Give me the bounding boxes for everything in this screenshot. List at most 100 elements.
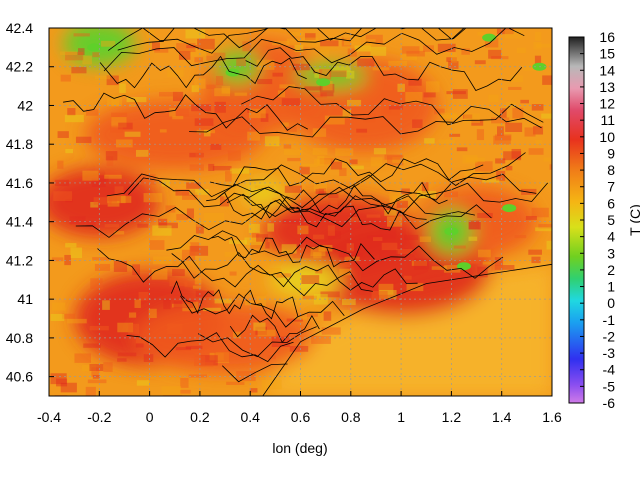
terrain-patch (531, 207, 549, 218)
terrain-patch (236, 371, 256, 382)
terrain-patch (91, 178, 106, 187)
terrain-patch (419, 236, 432, 243)
terrain-patch (176, 214, 188, 221)
terrain-patch (301, 275, 320, 285)
terrain-patch (493, 135, 511, 145)
terrain-patch (208, 163, 215, 171)
terrain-patch (339, 268, 352, 276)
terrain-patch (169, 277, 188, 287)
terrain-patch (234, 92, 248, 96)
terrain-patch (103, 362, 113, 372)
terrain-patch (83, 343, 101, 348)
terrain-patch (89, 364, 104, 372)
terrain-patch (292, 247, 311, 259)
terrain-patch (304, 33, 316, 40)
x-tick-label: 0.4 (240, 409, 260, 425)
x-tick-label: 1.6 (542, 409, 562, 425)
colorbar-tick-label: 11 (600, 112, 615, 128)
terrain-patch (227, 150, 241, 161)
terrain-patch (512, 107, 524, 119)
terrain-patch (255, 326, 267, 335)
terrain-patch (319, 83, 335, 93)
terrain-patch (283, 149, 303, 156)
y-tick-label: 41.6 (6, 175, 33, 191)
x-tick-label: 1.4 (492, 409, 512, 425)
terrain-patch (117, 352, 137, 357)
terrain-patch (383, 105, 392, 114)
terrain-patch (64, 114, 84, 123)
terrain-patch (322, 81, 333, 91)
terrain-patch (185, 29, 206, 39)
terrain-patch (508, 86, 522, 90)
terrain-patch (229, 168, 250, 174)
terrain-patch (226, 381, 245, 385)
terrain-patch (102, 300, 110, 310)
terrain-patch (500, 108, 507, 118)
terrain-patch (511, 148, 522, 159)
x-tick-label: 1.2 (442, 409, 462, 425)
terrain-patch (190, 242, 200, 252)
terrain-patch (379, 230, 397, 239)
contour-line (171, 251, 418, 291)
terrain-patch (340, 309, 350, 320)
terrain-patch (82, 55, 92, 65)
terrain-patch (202, 307, 221, 312)
green-spot (482, 33, 497, 42)
terrain-patch (503, 151, 522, 161)
terrain-patch (520, 99, 529, 104)
terrain-patch (392, 157, 407, 163)
terrain-patch (50, 373, 67, 385)
terrain-patch (244, 237, 262, 246)
terrain-patch (315, 189, 325, 195)
contour-line (245, 47, 523, 91)
terrain-patch (120, 196, 132, 203)
terrain-patch (494, 134, 512, 141)
terrain-patch (504, 29, 523, 39)
terrain-patch (65, 199, 73, 203)
terrain-patch (408, 78, 422, 86)
terrain-patch (93, 197, 112, 205)
terrain-patch (478, 249, 491, 258)
terrain-patch (114, 231, 125, 235)
terrain-patch (264, 136, 280, 147)
colorbar-tick-label: -3 (603, 345, 616, 361)
terrain-patch (189, 245, 209, 256)
terrain-patch (67, 318, 87, 324)
terrain-patch (117, 322, 134, 333)
contour-line (97, 248, 373, 297)
terrain-patch (195, 149, 204, 159)
terrain-patch (423, 92, 436, 98)
terrain-patch (484, 38, 499, 48)
terrain-patch (475, 161, 493, 172)
terrain-patch (247, 109, 256, 113)
terrain-patch (318, 244, 333, 252)
terrain-patch (106, 156, 114, 167)
colorbar-tick-label: 8 (607, 162, 615, 178)
terrain-patch (212, 165, 232, 171)
terrain-patch (194, 355, 206, 366)
terrain-patch (524, 127, 536, 137)
terrain-patch (114, 186, 124, 195)
colorbar-tick-label: 9 (607, 145, 615, 161)
terrain-patch (378, 283, 394, 295)
terrain-patch (60, 382, 77, 393)
terrain-patch (505, 122, 523, 133)
terrain-patch (148, 308, 157, 319)
contour-line (206, 191, 427, 231)
terrain-patch (171, 243, 191, 253)
terrain-patch (448, 61, 459, 69)
y-tick-label: 42.4 (6, 20, 33, 36)
terrain-patch (92, 257, 109, 261)
terrain-patch (311, 335, 331, 344)
terrain-patch (440, 112, 458, 119)
terrain-patch (281, 98, 300, 106)
terrain-patch (286, 318, 303, 322)
terrain-patch (371, 290, 388, 301)
terrain-patch (514, 235, 527, 239)
terrain-patch (92, 375, 100, 379)
terrain-patch (248, 108, 266, 119)
y-tick-label: 41 (17, 291, 33, 307)
contour-line (222, 363, 288, 383)
